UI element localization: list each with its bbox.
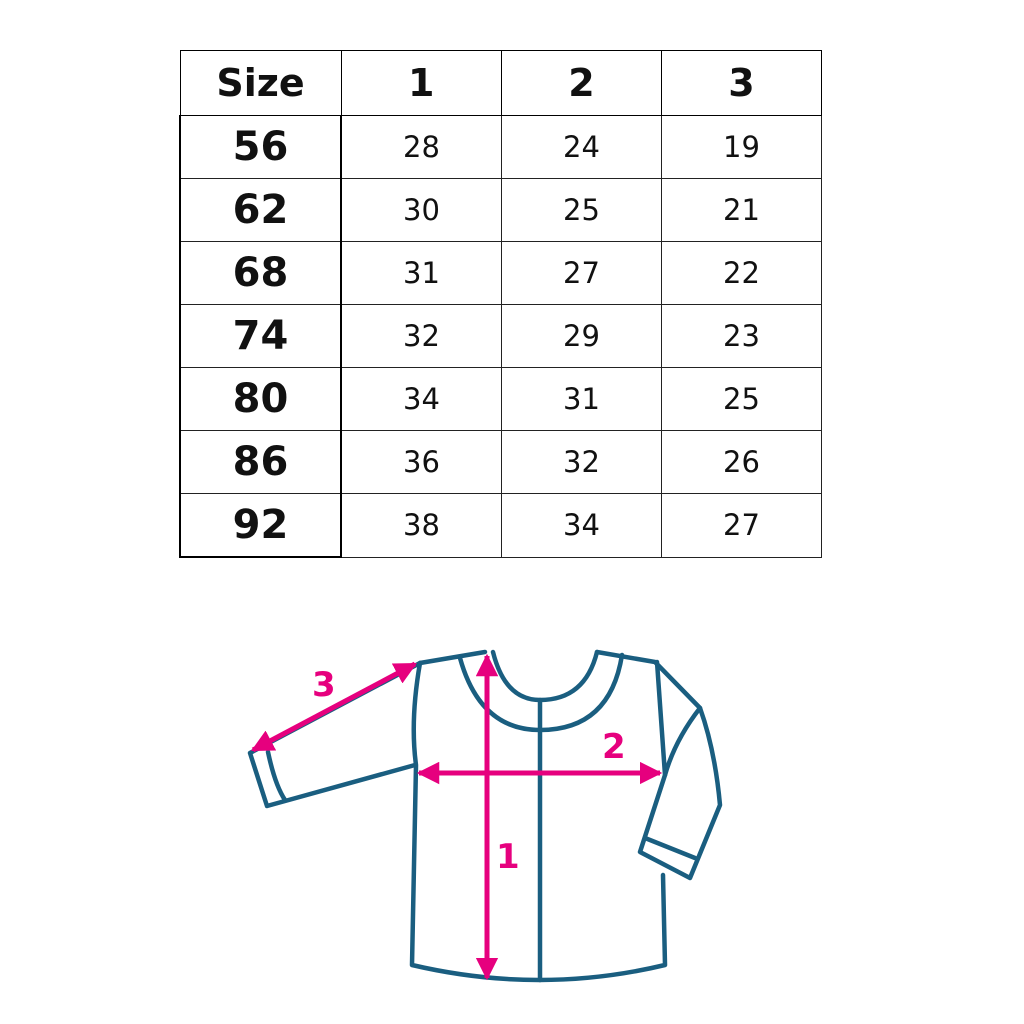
sleeve-arrow bbox=[251, 661, 417, 753]
header-cell: 1 bbox=[340, 50, 502, 116]
size-cell: 62 bbox=[179, 178, 342, 242]
label-length: 1 bbox=[496, 837, 520, 877]
size-table: Size 1 2 3 56 28 24 19 62 30 25 21 68 31 27 22 74 32 29 23 8… bbox=[179, 50, 822, 558]
table-row: 92 38 34 27 bbox=[179, 493, 822, 558]
measure-cell: 36 bbox=[340, 430, 502, 494]
measure-cell: 31 bbox=[340, 241, 502, 305]
measure-cell: 30 bbox=[340, 178, 502, 242]
measure-cell: 31 bbox=[501, 367, 662, 431]
measurement-arrows bbox=[251, 653, 663, 981]
label-width: 2 bbox=[602, 727, 626, 767]
measure-cell: 32 bbox=[501, 430, 662, 494]
measure-cell: 21 bbox=[661, 178, 822, 242]
measure-cell: 27 bbox=[661, 493, 822, 558]
size-cell: 92 bbox=[179, 493, 342, 558]
table-row: 62 30 25 21 bbox=[179, 178, 822, 242]
header-cell: 2 bbox=[501, 50, 662, 116]
size-cell: 80 bbox=[179, 367, 342, 431]
measure-cell: 28 bbox=[340, 115, 502, 179]
table-row: 56 28 24 19 bbox=[179, 115, 822, 179]
measure-cell: 34 bbox=[340, 367, 502, 431]
size-cell: 86 bbox=[179, 430, 342, 494]
header-cell: Size bbox=[179, 50, 342, 116]
table-row: 80 34 31 25 bbox=[179, 367, 822, 431]
measure-cell: 25 bbox=[501, 178, 662, 242]
measure-cell: 32 bbox=[340, 304, 502, 368]
size-cell: 74 bbox=[179, 304, 342, 368]
measure-cell: 26 bbox=[661, 430, 822, 494]
size-cell: 68 bbox=[179, 241, 342, 305]
measure-cell: 23 bbox=[661, 304, 822, 368]
table-row: 74 32 29 23 bbox=[179, 304, 822, 368]
measure-cell: 25 bbox=[661, 367, 822, 431]
label-sleeve: 3 bbox=[312, 665, 336, 705]
table-row: 68 31 27 22 bbox=[179, 241, 822, 305]
table-row: 86 36 32 26 bbox=[179, 430, 822, 494]
